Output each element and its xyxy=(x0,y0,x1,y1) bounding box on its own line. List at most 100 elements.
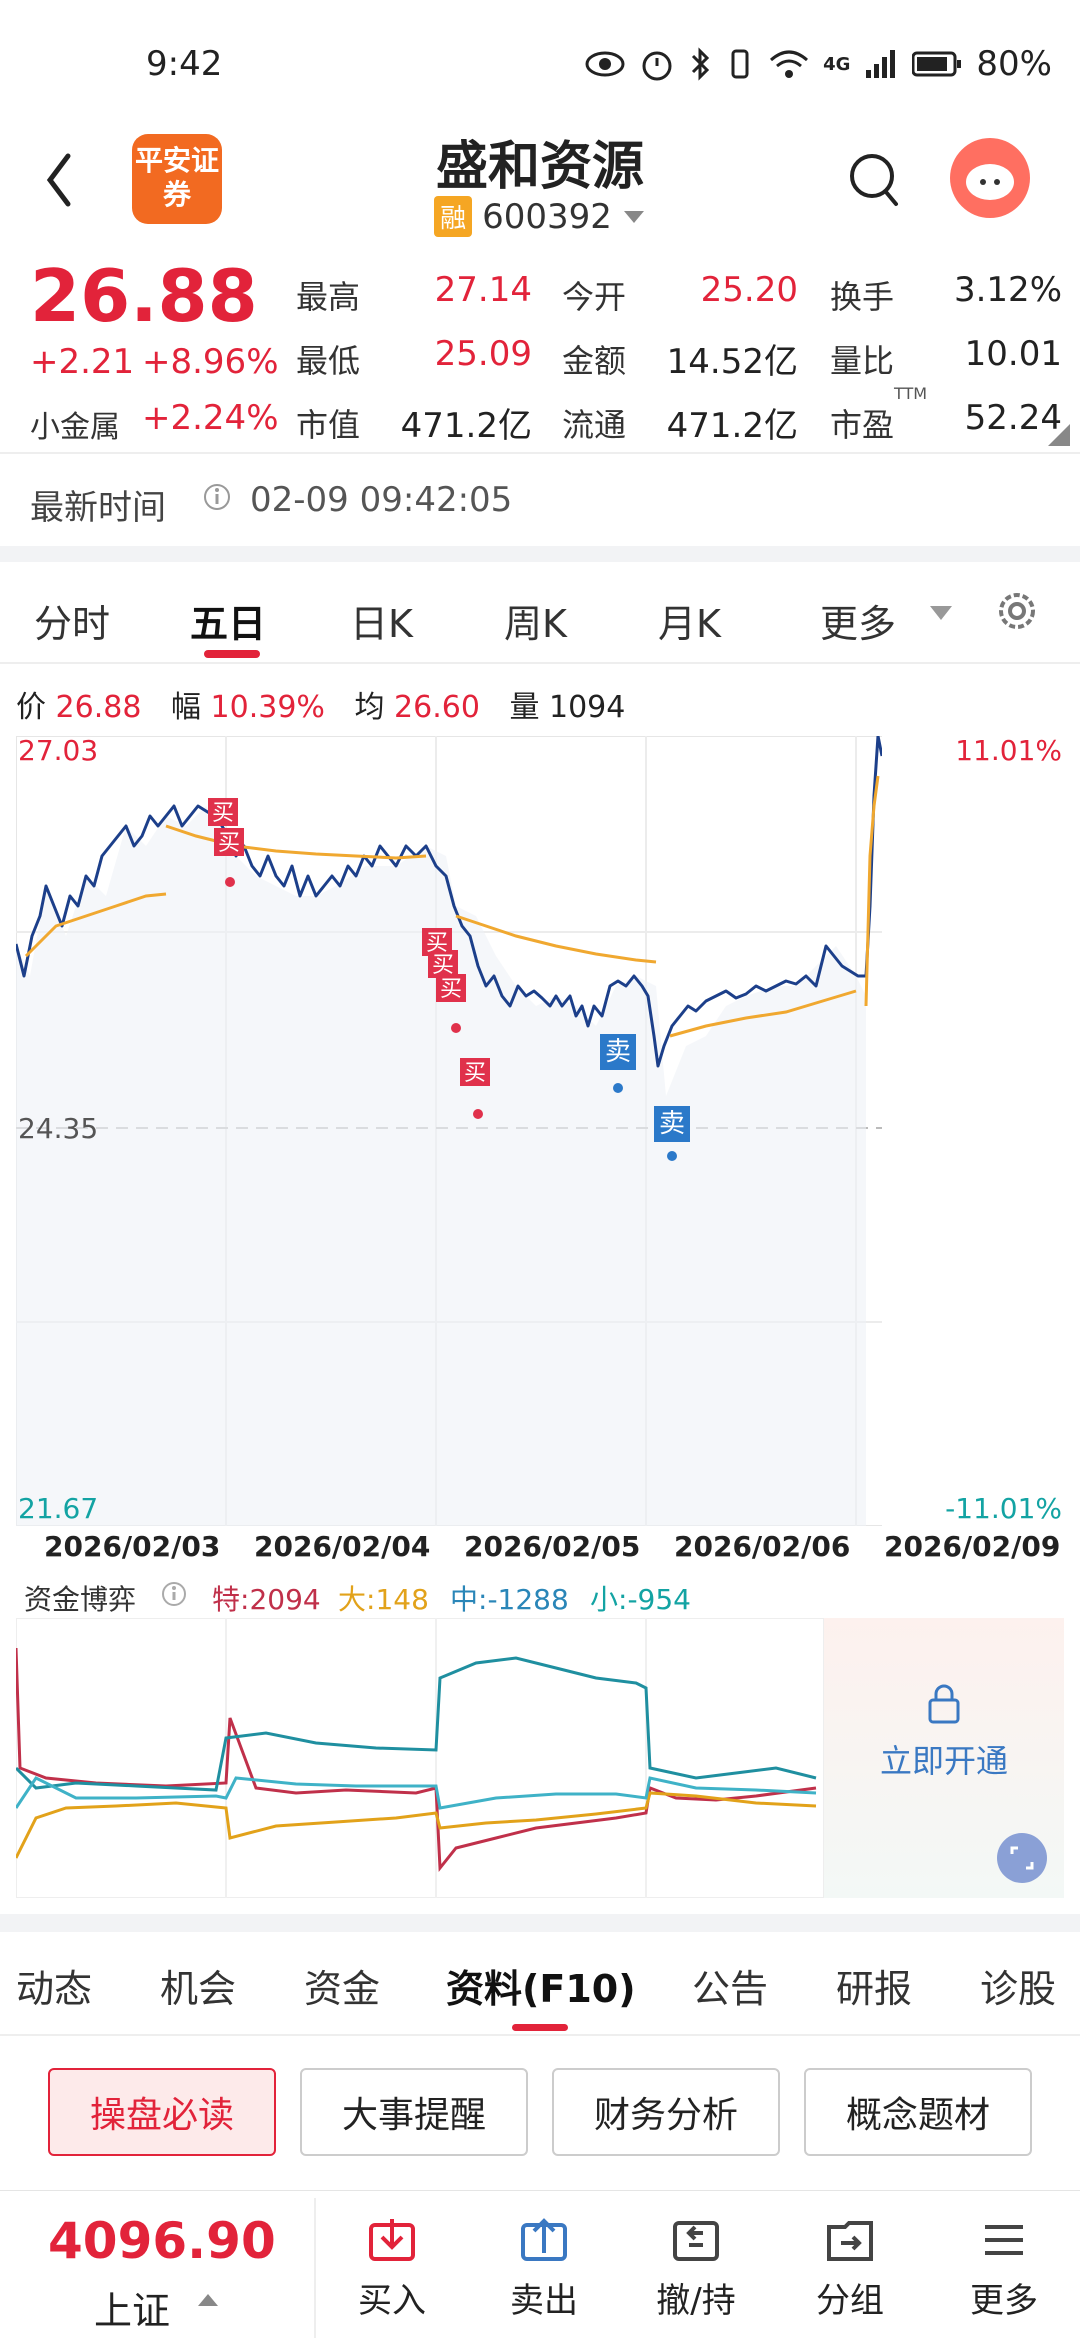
info-amp: 10.39% xyxy=(210,690,325,725)
marker-buy: 买 xyxy=(426,931,448,956)
flow-zhong: 中:-1288 xyxy=(450,1583,569,1616)
tab-wuri[interactable]: 五日 xyxy=(190,601,267,646)
bluetooth-icon xyxy=(692,47,710,81)
flow-xiao: 小:-954 xyxy=(590,1583,691,1616)
info-price: 26.88 xyxy=(55,690,142,725)
mcap-label: 市值 xyxy=(296,406,361,444)
section-gap xyxy=(0,546,1080,562)
marker-buy: 买 xyxy=(440,977,462,1002)
index-name[interactable]: 上证 xyxy=(94,2289,171,2333)
y-mid-label: 24.35 xyxy=(18,1112,98,1145)
price-label: 价 xyxy=(16,690,46,725)
ratio-value: 10.01 xyxy=(964,334,1062,374)
avg-label: 均 xyxy=(354,690,385,725)
sell-icon xyxy=(521,2218,567,2261)
back-arrow-icon[interactable] xyxy=(40,150,80,210)
tab-more[interactable]: 更多 xyxy=(820,601,897,646)
tag-gainian[interactable]: 概念题材 xyxy=(804,2068,1032,2156)
group-label: 分组 xyxy=(816,2281,884,2321)
tab-yuek[interactable]: 月K xyxy=(658,601,721,646)
update-label: 最新时间 xyxy=(30,488,166,528)
update-time: 02-09 09:42:05 xyxy=(250,480,513,520)
cancel-hold-button[interactable]: 撤/持 xyxy=(636,2215,756,2322)
marker-buy: 买 xyxy=(432,953,454,978)
amount-value: 14.52亿 xyxy=(666,342,798,382)
y-top-label: 27.03 xyxy=(18,736,98,767)
pct-bottom-label: -11.01% xyxy=(945,1492,1062,1525)
price-change-pct: +8.96% xyxy=(142,342,279,382)
chevron-down-icon xyxy=(623,210,644,223)
open-label: 今开 xyxy=(562,278,627,316)
cancel-hold-label: 撤/持 xyxy=(656,2281,736,2321)
flow-da: 大:148 xyxy=(338,1583,429,1616)
tab-yanbao[interactable]: 研报 xyxy=(836,1967,913,2011)
marker-sell: 卖 xyxy=(605,1037,631,1067)
chart-tabs: 分时 五日 日K 周K 月K 更多 xyxy=(0,580,1080,660)
unlock-panel[interactable]: 立即开通 xyxy=(824,1618,1064,1898)
info-icon[interactable] xyxy=(202,482,232,512)
undo-icon xyxy=(673,2221,719,2261)
fund-flow-chart xyxy=(16,1618,824,1898)
marker-buy: 买 xyxy=(464,1061,486,1086)
sell-label: 卖出 xyxy=(510,2281,578,2321)
info-icon[interactable] xyxy=(160,1580,188,1608)
tag-dashi[interactable]: 大事提醒 xyxy=(300,2068,528,2156)
tag-caopan[interactable]: 操盘必读 xyxy=(48,2068,276,2156)
stock-code-selector[interactable]: 融 600392 xyxy=(0,196,1080,237)
sell-button[interactable]: 卖出 xyxy=(484,2215,604,2322)
low-value: 25.09 xyxy=(434,334,532,374)
assistant-avatar[interactable] xyxy=(950,138,1030,218)
stock-code: 600392 xyxy=(482,196,612,237)
battery-level: 80% xyxy=(976,44,1052,84)
tab-zhengu[interactable]: 诊股 xyxy=(980,1967,1057,2011)
folder-icon xyxy=(827,2221,873,2261)
tab-zijin[interactable]: 资金 xyxy=(304,1967,381,2011)
amount-label: 金额 xyxy=(562,342,627,380)
assistant-face-icon xyxy=(966,164,1014,200)
high-value: 27.14 xyxy=(434,270,532,310)
tab-dongtai[interactable]: 动态 xyxy=(16,1967,93,2011)
tab-rik[interactable]: 日K xyxy=(350,601,413,646)
mcap-value: 471.2亿 xyxy=(400,406,532,446)
tab-gonggao[interactable]: 公告 xyxy=(692,1967,769,2011)
vol-label: 量 xyxy=(509,690,540,725)
divider xyxy=(0,452,1080,454)
index-value[interactable]: 4096.90 xyxy=(48,2212,276,2270)
chevron-down-icon[interactable] xyxy=(928,604,954,622)
tab-fenshi[interactable]: 分时 xyxy=(34,601,111,646)
status-time: 9:42 xyxy=(146,44,223,84)
marker-sell: 卖 xyxy=(659,1109,685,1139)
tab-jihui[interactable]: 机会 xyxy=(160,1967,237,2011)
date-tick: 2026/02/04 xyxy=(254,1530,431,1563)
more-button[interactable]: 更多 xyxy=(944,2215,1064,2322)
unlock-text: 立即开通 xyxy=(879,1742,1008,1780)
pe-ttm: TTM xyxy=(894,384,928,403)
date-tick: 2026/02/03 xyxy=(44,1530,221,1563)
flow-title: 资金博弈 xyxy=(24,1583,137,1616)
ratio-label: 量比 xyxy=(830,342,895,380)
fullscreen-icon[interactable] xyxy=(996,1832,1048,1884)
tag-caiwu[interactable]: 财务分析 xyxy=(552,2068,780,2156)
more-label: 更多 xyxy=(970,2281,1038,2321)
search-icon[interactable] xyxy=(846,150,902,210)
tab-zhouk[interactable]: 周K xyxy=(504,601,567,646)
amp-label: 幅 xyxy=(170,690,201,725)
marker-buy: 买 xyxy=(212,801,234,826)
broker-logo: 平安证券 xyxy=(132,134,222,224)
chevron-up-icon[interactable] xyxy=(196,2292,220,2308)
high-label: 最高 xyxy=(296,278,361,316)
price-change: +2.21 xyxy=(30,342,135,382)
float-value: 471.2亿 xyxy=(666,406,798,446)
sector-name[interactable]: 小金属 xyxy=(30,410,120,445)
lock-icon xyxy=(928,1684,960,1724)
group-button[interactable]: 分组 xyxy=(790,2215,910,2322)
low-label: 最低 xyxy=(296,342,361,380)
buy-button[interactable]: 买入 xyxy=(332,2215,452,2322)
five-day-chart[interactable]: 买 买 买 买 买 买 卖 卖 27.03 24.35 21.67 11.01%… xyxy=(16,736,1066,1526)
gear-icon[interactable] xyxy=(994,588,1040,634)
info-vol: 1094 xyxy=(549,690,626,725)
buy-icon xyxy=(369,2219,415,2261)
stock-name: 盛和资源 xyxy=(435,137,644,197)
expand-corner-icon[interactable] xyxy=(1048,424,1070,446)
tab-ziliao[interactable]: 资料(F10) xyxy=(446,1967,636,2011)
